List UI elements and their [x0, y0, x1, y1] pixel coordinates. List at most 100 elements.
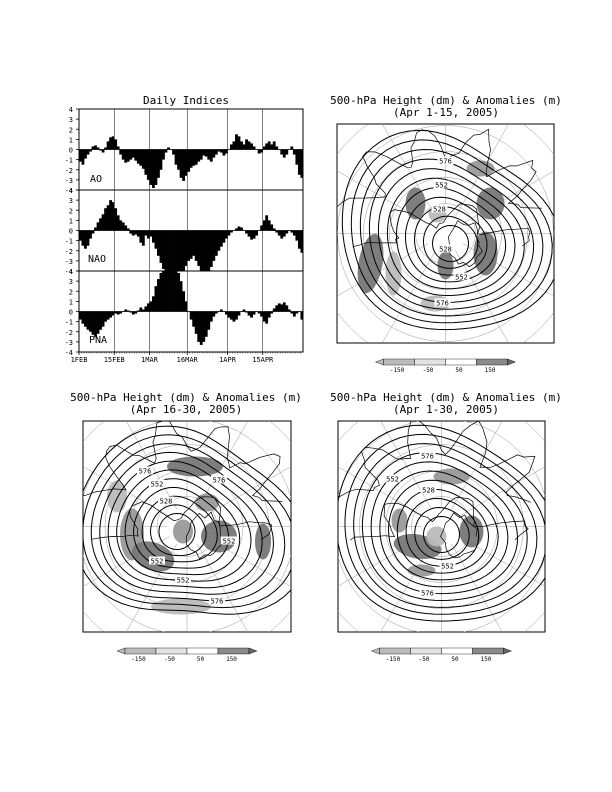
bar-nao [192, 230, 196, 256]
bar-pna [199, 311, 203, 345]
bar-nao [179, 230, 183, 271]
meridian [337, 243, 429, 297]
bar-pna [212, 311, 216, 317]
bar-pna [134, 311, 138, 314]
coastline [440, 512, 479, 559]
bar-ao [265, 143, 269, 150]
bar-pna [172, 271, 175, 312]
bar-nao [197, 230, 201, 266]
y-tick-label: -2 [65, 329, 73, 337]
negative-anomaly-shade [385, 251, 402, 296]
bar-nao [275, 230, 279, 233]
negative-anomaly-shade [173, 519, 193, 544]
bar-pna [119, 311, 123, 314]
colorbar-segment [379, 647, 411, 655]
height-contour [431, 224, 470, 263]
bar-ao [282, 149, 286, 158]
bar-nao [109, 200, 113, 231]
colorbar-label: -50 [423, 367, 434, 374]
height-contour [379, 470, 509, 588]
bar-ao [230, 144, 233, 150]
bar-nao [159, 230, 163, 263]
bar-pna [237, 311, 241, 316]
bar-ao [267, 141, 271, 150]
height-contour [116, 469, 252, 582]
contour-label-bg [221, 536, 237, 545]
map3-subtitle: (Apr 1-30, 2005) [393, 403, 499, 416]
bar-ao [96, 147, 100, 150]
bar-pna [131, 311, 135, 315]
y-tick-label: -2 [65, 248, 73, 256]
map-panel-apr1-30: 500-hPa Height (dm) & Anomalies (m) (Apr… [330, 391, 562, 663]
x-tick-label: 1APR [219, 356, 237, 364]
bar-ao [99, 149, 102, 151]
bar-ao [260, 149, 264, 153]
contour-label-bg [149, 479, 165, 488]
bar-nao [89, 230, 92, 239]
bar-pna [285, 305, 289, 312]
bar-ao [164, 149, 168, 153]
indices-axes: -4-3-2-101234-4-3-2-101234-4-3-2-1012341… [65, 106, 303, 364]
bar-nao [247, 230, 251, 237]
bar-pna [114, 311, 118, 314]
bar-ao [245, 139, 248, 150]
colorbar-arrow-left [370, 647, 380, 655]
y-tick-label: 1 [69, 298, 73, 306]
map-content: 576 576 552 528 552 552 552 576 [83, 421, 291, 632]
bar-ao [222, 149, 226, 156]
bar-nao [162, 230, 165, 269]
bar-pna [250, 311, 253, 318]
bar-pna [189, 311, 193, 320]
y-tick-label: 2 [69, 126, 73, 134]
contour-label: 552 [223, 538, 236, 546]
bar-ao [242, 144, 246, 150]
bar-nao [212, 230, 216, 261]
bar-ao [172, 149, 175, 155]
bar-pna [144, 306, 148, 312]
meridian [196, 421, 249, 510]
bar-nao [84, 230, 87, 249]
colorbar-label: -150 [390, 367, 405, 374]
contour-label: 576 [421, 590, 434, 598]
bar-nao [222, 230, 226, 243]
bar-nao [240, 227, 243, 231]
bar-ao [295, 149, 299, 165]
bar-pna [164, 271, 168, 312]
series-label-nao: NAO [88, 254, 106, 265]
height-contour [396, 488, 490, 574]
contour-label-bg [437, 244, 454, 253]
y-tick-label: 0 [69, 228, 73, 236]
y-tick-label: 0 [69, 147, 73, 155]
contour-label: 528 [433, 206, 446, 214]
bar-nao [121, 222, 125, 231]
height-contour [99, 451, 275, 595]
bar-nao [280, 230, 284, 239]
colorbar-segment [472, 647, 504, 655]
colorbar-label: -50 [419, 656, 430, 663]
bar-pna [219, 309, 223, 312]
colorbar-label: 150 [485, 367, 496, 374]
height-contour [405, 498, 480, 567]
bar-nao [91, 230, 95, 234]
bar-ao [237, 136, 241, 150]
bar-nao [187, 230, 191, 261]
map1-subtitle: (Apr 1-15, 2005) [393, 106, 499, 119]
contour-label: 552 [177, 577, 190, 585]
bar-nao [86, 230, 90, 246]
indices-bars [79, 134, 304, 345]
bar-ao [292, 149, 296, 155]
negative-anomaly-shade [405, 187, 426, 220]
x-tick-label: 1MAR [141, 356, 159, 364]
bar-ao [177, 149, 180, 170]
bar-ao [89, 149, 92, 152]
contour-label-bg [419, 451, 436, 460]
height-contour [350, 139, 553, 324]
bar-ao [141, 149, 145, 169]
height-contour [377, 168, 525, 303]
bar-ao [250, 143, 253, 150]
colorbar-segment [217, 647, 250, 655]
height-contour [83, 425, 291, 615]
bar-ao [131, 149, 135, 158]
bar-pna [167, 271, 170, 312]
bar-pna [89, 311, 92, 332]
